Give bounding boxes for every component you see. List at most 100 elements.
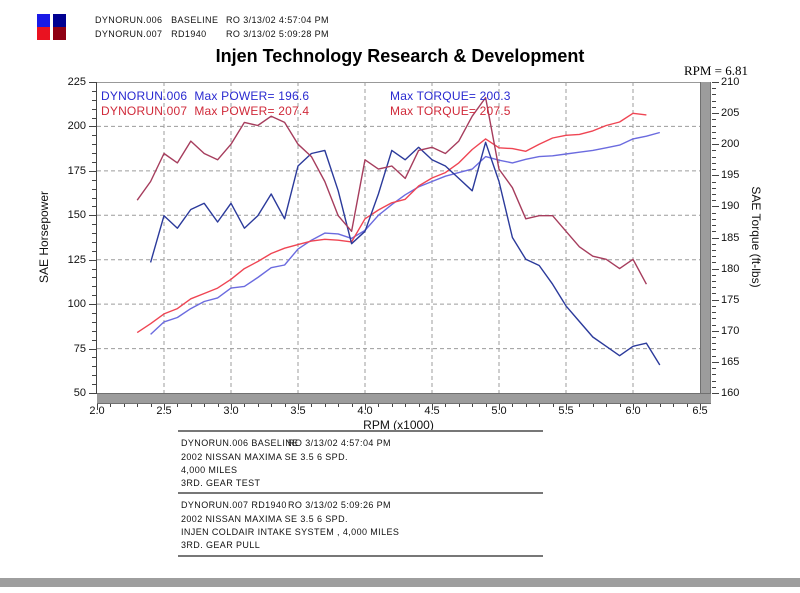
y-right-tick xyxy=(712,144,719,145)
y-right-tick xyxy=(712,150,716,151)
run1-info-miles: 4,000 MILES xyxy=(181,465,238,475)
y-right-tick xyxy=(712,138,716,139)
y-left-tick xyxy=(92,224,97,225)
x-tick-label: 5.0 xyxy=(491,405,507,417)
y-right-tick xyxy=(712,374,716,375)
y-right-tick-label: 200 xyxy=(721,138,740,150)
x-tick xyxy=(445,404,446,407)
anno-run1-torque: Max TORQUE= 200.3 xyxy=(390,89,511,103)
y-left-axis-title: SAE Horsepower xyxy=(37,190,51,284)
x-tick xyxy=(526,404,527,407)
y-right-tick-label: 210 xyxy=(721,76,740,88)
y-right-tick xyxy=(712,194,716,195)
y-right-tick-label: 165 xyxy=(721,356,740,368)
y-left-tick xyxy=(92,295,97,296)
x-tick xyxy=(244,404,245,407)
y-right-tick xyxy=(712,88,716,89)
x-tick-label: 3.5 xyxy=(290,405,306,417)
y-right-tick xyxy=(712,169,716,170)
x-tick xyxy=(553,404,554,407)
x-tick xyxy=(311,404,312,407)
run2-info-intake: INJEN COLDAIR INTAKE SYSTEM , 4,000 MILE… xyxy=(181,527,400,537)
y-left-tick-label: 150 xyxy=(67,209,86,221)
legend-run1-name: DYNORUN.006 BASELINE xyxy=(95,15,218,25)
x-tick-label: 2.5 xyxy=(156,405,172,417)
x-tick xyxy=(271,404,272,407)
x-tick xyxy=(285,404,286,407)
legend-run2-timestamp: RO 3/13/02 5:09:28 PM xyxy=(226,29,329,39)
footer-separator-bottom xyxy=(178,555,543,557)
x-tick xyxy=(606,404,607,407)
y-right-tick xyxy=(712,362,719,363)
window-bottom-edge xyxy=(0,578,800,587)
y-right-tick-label: 190 xyxy=(721,200,740,212)
anno-run2-power: DYNORUN.007 Max POWER= 207.4 xyxy=(101,104,310,118)
x-tick xyxy=(499,404,500,410)
run1-torque-swatch-icon xyxy=(53,14,66,27)
y-left-axis-line xyxy=(96,82,97,394)
y-right-tick xyxy=(712,200,716,201)
right-axis-bar xyxy=(700,82,711,404)
y-left-tick-label: 50 xyxy=(73,387,86,399)
y-right-tick xyxy=(712,238,719,239)
anno-run1: DYNORUN.006 Max POWER= 196.6 xyxy=(101,89,309,103)
y-right-tick xyxy=(712,244,716,245)
y-right-tick xyxy=(712,343,716,344)
x-tick xyxy=(218,404,219,407)
y-right-tick xyxy=(712,213,716,214)
y-right-tick xyxy=(712,250,716,251)
y-left-tick xyxy=(92,162,97,163)
x-tick xyxy=(512,404,513,407)
y-left-tick xyxy=(92,198,97,199)
y-right-tick xyxy=(712,256,716,257)
y-right-tick-label: 180 xyxy=(721,263,740,275)
y-right-tick-label: 185 xyxy=(721,232,740,244)
x-tick-label: 2.0 xyxy=(89,405,105,417)
run2-info-vehicle: 2002 NISSAN MAXIMA SE 3.5 6 SPD. xyxy=(181,514,348,524)
run1-power-swatch-icon xyxy=(37,14,50,27)
y-right-tick xyxy=(712,337,716,338)
y-right-tick xyxy=(712,119,716,120)
x-tick xyxy=(231,404,232,410)
x-tick xyxy=(579,404,580,407)
run2-power-swatch-icon xyxy=(37,27,50,40)
x-tick xyxy=(633,404,634,410)
x-tick xyxy=(124,404,125,407)
x-tick-label: 4.0 xyxy=(357,405,373,417)
y-left-tick xyxy=(92,153,97,154)
y-right-tick xyxy=(712,381,716,382)
x-tick xyxy=(97,404,98,410)
y-right-tick xyxy=(712,262,716,263)
x-tick xyxy=(204,404,205,407)
x-tick xyxy=(472,404,473,407)
y-right-tick xyxy=(712,175,719,176)
run1-info-timestamp: RO 3/13/02 4:57:04 PM xyxy=(288,438,391,448)
run1-info-vehicle: 2002 NISSAN MAXIMA SE 3.5 6 SPD. xyxy=(181,452,348,462)
y-right-tick xyxy=(712,225,716,226)
y-left-tick xyxy=(92,144,97,145)
x-tick xyxy=(164,404,165,410)
x-tick-label: 3.0 xyxy=(223,405,239,417)
x-tick xyxy=(646,404,647,407)
y-left-tick xyxy=(92,322,97,323)
y-right-tick-label: 170 xyxy=(721,325,740,337)
x-tick xyxy=(593,404,594,407)
x-tick xyxy=(392,404,393,407)
y-left-tick xyxy=(92,91,97,92)
run1-info-title: DYNORUN.006 BASELINE xyxy=(181,438,299,448)
y-right-tick xyxy=(712,231,716,232)
y-right-tick xyxy=(712,349,716,350)
x-axis-title: RPM (x1000) xyxy=(363,418,434,432)
y-right-tick xyxy=(712,393,719,394)
x-tick xyxy=(673,404,674,407)
dyno-chart-plot xyxy=(97,82,700,393)
y-right-tick xyxy=(712,300,719,301)
y-right-tick-label: 205 xyxy=(721,107,740,119)
y-left-tick xyxy=(92,313,97,314)
y-right-tick xyxy=(712,94,716,95)
x-tick xyxy=(365,404,366,410)
y-left-tick xyxy=(92,269,97,270)
run2-id: DYNORUN.007 xyxy=(95,29,163,39)
y-left-tick xyxy=(89,126,97,127)
